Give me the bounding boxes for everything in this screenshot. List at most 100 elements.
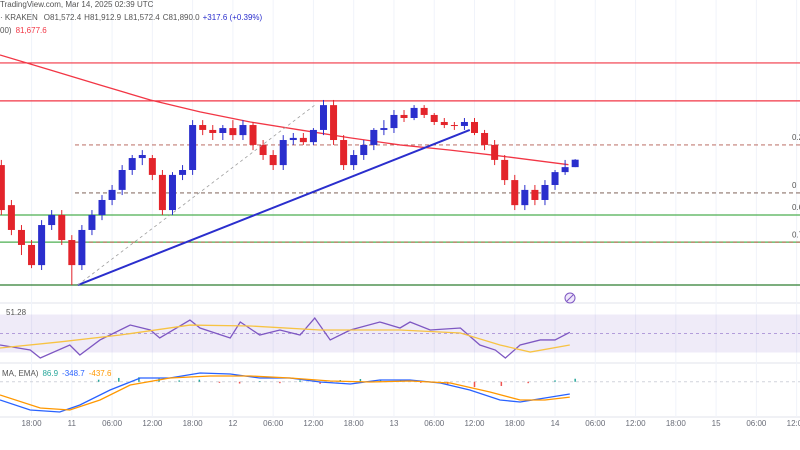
low-label: L81,572.4 xyxy=(124,13,160,22)
candle-body xyxy=(158,174,166,211)
x-tick-label: 18:00 xyxy=(22,419,43,428)
plot-layer: 18:00 11 06:00 12:00 18:00 12 06:00 12:00 18:00 1… xyxy=(0,0,800,428)
fib-label: 0.6 xyxy=(792,203,800,212)
candle-body xyxy=(219,128,227,133)
sma-line xyxy=(0,54,569,166)
candle-body xyxy=(299,137,307,143)
candle-body xyxy=(128,158,136,170)
macd-line xyxy=(0,375,570,411)
candle-body xyxy=(269,155,277,166)
macd-legend-item: -348.7 xyxy=(62,369,85,378)
candle-body xyxy=(138,155,146,159)
candle-body xyxy=(571,159,579,168)
candle-body xyxy=(460,121,468,126)
sma-value: 81,677.6 xyxy=(16,26,48,35)
candle-body xyxy=(380,128,388,130)
x-tick-label: 13 xyxy=(390,419,399,428)
candle-body xyxy=(17,229,25,245)
candle-body xyxy=(58,214,66,241)
x-tick-label: 18:00 xyxy=(505,419,526,428)
candle-body xyxy=(450,125,458,127)
candle-body xyxy=(410,107,418,118)
candle-body xyxy=(118,170,126,190)
candle-body xyxy=(239,125,247,136)
candle-body xyxy=(48,214,56,226)
x-tick-label: 15 xyxy=(712,419,721,428)
candle-body xyxy=(521,189,529,206)
candle-body xyxy=(289,137,297,141)
candle-body xyxy=(531,189,539,200)
candle-body xyxy=(249,125,257,145)
candle-body xyxy=(309,129,317,143)
candle-body xyxy=(541,184,549,200)
fib-label: 0 xyxy=(792,181,797,190)
candle-body xyxy=(440,121,448,126)
candle-body xyxy=(511,180,519,206)
symbol-line: · KRAKEN O81,572.4 H81,912.9 L81,572.4 C81,8… xyxy=(0,13,263,22)
x-tick-label: 12:00 xyxy=(464,419,485,428)
candle-body xyxy=(189,125,197,170)
x-tick-label: 11 xyxy=(68,419,77,428)
candle-body xyxy=(481,132,489,145)
candle-body xyxy=(28,244,36,266)
x-tick-label: 12:00 xyxy=(626,419,647,428)
candle-body xyxy=(38,225,46,266)
x-tick-label: 06:00 xyxy=(585,419,606,428)
rsi-line xyxy=(0,316,571,359)
rsi-line xyxy=(0,324,570,353)
candle-body xyxy=(330,105,338,141)
change-label: +317.6 (+0.39%) xyxy=(203,13,263,22)
candle-body xyxy=(0,165,5,211)
candle-body xyxy=(501,159,509,181)
candle-body xyxy=(400,114,408,118)
alert-icon-mark xyxy=(566,294,574,302)
candle-body xyxy=(390,114,398,129)
x-tick-label: 12:00 xyxy=(142,419,163,428)
fib-label: 0.2 xyxy=(792,133,800,142)
candle-body xyxy=(370,129,378,145)
open-label: O81,572.4 xyxy=(44,13,82,22)
candle-body xyxy=(98,199,106,215)
symbol: · KRAKEN xyxy=(0,13,38,22)
candle-body xyxy=(168,174,176,211)
candle-body xyxy=(360,144,368,156)
candle-body xyxy=(470,121,478,133)
candle-body xyxy=(430,114,438,122)
candle-body xyxy=(259,144,267,156)
candle-body xyxy=(561,167,569,173)
macd-legend-item: -437.6 xyxy=(89,369,112,378)
candle-body xyxy=(68,240,76,266)
x-tick-label: 18:00 xyxy=(344,419,365,428)
macd-legend-item: 86.9 xyxy=(42,369,58,378)
x-tick-label: 06:00 xyxy=(102,419,123,428)
x-tick-label: 12 xyxy=(228,419,237,428)
candle-body xyxy=(7,205,15,230)
trend-line xyxy=(77,129,471,286)
source-text: TradingView.com, Mar 14, 2025 02:39 UTC xyxy=(0,0,154,9)
candle-body xyxy=(199,125,207,130)
trend-line xyxy=(77,104,316,286)
candle-body xyxy=(340,140,348,166)
x-tick-label: 14 xyxy=(551,419,560,428)
x-tick-label: 12:00 xyxy=(787,419,800,428)
candle-body xyxy=(179,170,187,175)
candle-body xyxy=(88,214,96,230)
candle-body xyxy=(229,128,237,136)
candle-body xyxy=(551,172,559,185)
macd-legend: MA, EMA) 86.9 -348.7 -437.6 xyxy=(2,369,112,378)
x-tick-label: 06:00 xyxy=(424,419,445,428)
rsi-label: 51.28 xyxy=(6,308,27,317)
candle-body xyxy=(148,158,156,175)
candle-body xyxy=(209,129,217,133)
candle-body xyxy=(78,229,86,266)
candle-body xyxy=(108,189,116,200)
x-tick-label: 18:00 xyxy=(666,419,687,428)
fib-label: 0.7 xyxy=(792,230,800,239)
high-label: H81,912.9 xyxy=(84,13,121,22)
x-tick-label: 18:00 xyxy=(183,419,204,428)
close-label: C81,890.0 xyxy=(163,13,200,22)
x-tick-label: 06:00 xyxy=(746,419,767,428)
candle-body xyxy=(319,105,327,130)
